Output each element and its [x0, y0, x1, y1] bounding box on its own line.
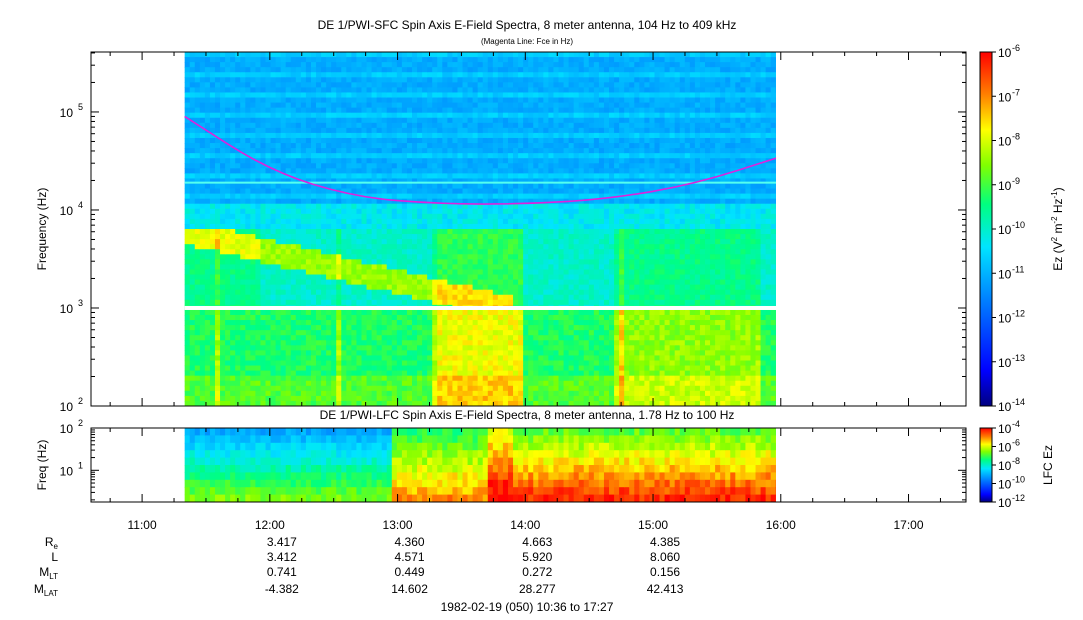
sfc-colorbar-tick-label: 10 — [998, 135, 1012, 149]
sfc-colorbar-tick-label: 10 — [998, 90, 1012, 104]
lfc-spectrogram: 10 1 10 2 Freq (Hz) — [35, 418, 967, 503]
sfc-colorbar-tick-exp: -7 — [1012, 87, 1020, 97]
ephemeris-value: 28.277 — [519, 582, 556, 596]
sfc-data-gap — [184, 305, 781, 310]
lfc-plot-frame — [90, 427, 967, 503]
lfc-y-tick-exp: 2 — [78, 418, 83, 428]
sfc-y-tick-exp: 2 — [78, 396, 83, 406]
lfc-colorbar-tick-label: 10 — [998, 441, 1012, 455]
ephemeris-value: 42.413 — [647, 582, 684, 596]
ephemeris-value: 4.360 — [395, 535, 425, 549]
lfc-y-tick-label: 10 — [60, 464, 74, 478]
lfc-colorbar-tick-exp: -10 — [1012, 475, 1025, 485]
ephemeris-value: 5.920 — [522, 550, 552, 564]
lfc-y-axis-label: Freq (Hz) — [35, 440, 49, 491]
sfc-colorbar-tick-exp: -12 — [1012, 309, 1025, 319]
ephemeris-value: 4.663 — [522, 535, 552, 549]
sfc-colorbar-tick-label: 10 — [998, 356, 1012, 370]
sfc-y-tick-label: 10 — [60, 302, 74, 316]
sfc-colorbar-tick-exp: -11 — [1012, 264, 1024, 274]
date-range-label: 1982-02-19 (050) 10:36 to 17:27 — [441, 600, 614, 614]
ephemeris-value: 0.272 — [522, 565, 552, 579]
sfc-colorbar-tick-label: 10 — [998, 267, 1012, 281]
sfc-colorbar-tick-exp: -8 — [1012, 132, 1020, 142]
ephemeris-value: 3.417 — [267, 535, 297, 549]
ephemeris-value: 0.741 — [267, 565, 297, 579]
sfc-y-tick-exp: 3 — [78, 298, 83, 308]
sfc-colorbar-tick-exp: -9 — [1012, 176, 1020, 186]
lfc-colorbar-tick-label: 10 — [998, 478, 1012, 492]
ephemeris-value: 0.449 — [395, 565, 425, 579]
ephemeris-value: 0.156 — [650, 565, 680, 579]
sfc-colorbar-tick-exp: -6 — [1012, 43, 1020, 53]
time-tick-label: 16:00 — [766, 518, 796, 532]
sfc-y-tick-label: 10 — [60, 400, 74, 414]
lfc-y-tick-exp: 1 — [78, 460, 83, 470]
ephemeris-row-label: L — [51, 550, 58, 564]
time-tick-label: 13:00 — [383, 518, 413, 532]
time-tick-label: 12:00 — [255, 518, 285, 532]
sfc-plot-frame — [90, 51, 967, 407]
ephemeris-value: 14.602 — [391, 582, 428, 596]
sfc-y-tick-exp: 5 — [78, 102, 83, 112]
ephemeris-value: 4.571 — [395, 550, 425, 564]
time-axis: 11:00 12:00 13:00 14:00 15:00 16:00 17:00 — [109, 52, 941, 532]
sfc-colorbar-tick-label: 10 — [998, 400, 1012, 414]
fce-line — [184, 115, 776, 205]
sfc-panel-subtitle: (Magenta Line: Fce in Hz) — [481, 37, 573, 46]
lfc-panel-title: DE 1/PWI-LFC Spin Axis E-Field Spectra, … — [320, 408, 735, 422]
sfc-colorbar-tick-exp: -10 — [1012, 220, 1025, 230]
lfc-colorbar-tick-label: 10 — [998, 496, 1012, 510]
time-tick-label: 17:00 — [894, 518, 924, 532]
ephemeris-value: -4.382 — [265, 582, 299, 596]
sfc-colorbar-tick-label: 10 — [998, 179, 1012, 193]
ephemeris-row-label: Re — [45, 535, 59, 551]
lfc-y-tick-label: 10 — [60, 422, 74, 436]
lfc-colorbar-tick-label: 10 — [998, 422, 1012, 436]
sfc-colorbar-tick-exp: -14 — [1012, 397, 1025, 407]
sfc-y-tick-label: 10 — [60, 106, 74, 120]
sfc-spectrogram: 10 2 10 3 10 4 10 5 Frequency (Hz) — [35, 51, 967, 414]
time-tick-label: 11:00 — [128, 518, 157, 532]
ephemeris-row-label: MLT — [39, 565, 58, 581]
sfc-panel-title: DE 1/PWI-SFC Spin Axis E-Field Spectra, … — [318, 18, 737, 32]
lfc-colorbar-label: LFC Ez — [1041, 445, 1055, 485]
sfc-colorbar-tick-label: 10 — [998, 223, 1012, 237]
lfc-colorbar-tick-exp: -6 — [1012, 438, 1020, 448]
lfc-colorbar-tick-exp: -12 — [1012, 493, 1025, 503]
ephemeris-table: Re 3.417 4.360 4.663 4.385 L 3.412 4.571 5.920 8.… — [34, 535, 684, 598]
sfc-y-tick-label: 10 — [60, 204, 74, 218]
lfc-colorbar-tick-exp: -4 — [1012, 419, 1020, 429]
ephemeris-value: 3.412 — [267, 550, 297, 564]
sfc-colorbar-tick-label: 10 — [998, 46, 1012, 60]
sfc-y-tick-exp: 4 — [78, 200, 83, 210]
ephemeris-value: 4.385 — [650, 535, 680, 549]
lfc-colorbar-tick-exp: -8 — [1012, 456, 1020, 466]
time-tick-label: 15:00 — [638, 518, 668, 532]
time-tick-label: 14:00 — [510, 518, 540, 532]
sfc-colorbar-tick-exp: -13 — [1012, 353, 1025, 363]
sfc-y-axis-label: Frequency (Hz) — [35, 188, 49, 271]
ephemeris-value: 8.060 — [650, 550, 680, 564]
lfc-colorbar-tick-label: 10 — [998, 459, 1012, 473]
ephemeris-row-label: MLAT — [34, 582, 58, 598]
sfc-colorbar-label: Ez (V2 m-2 Hz-1) — [1050, 187, 1065, 270]
sfc-colorbar-tick-label: 10 — [998, 312, 1012, 326]
